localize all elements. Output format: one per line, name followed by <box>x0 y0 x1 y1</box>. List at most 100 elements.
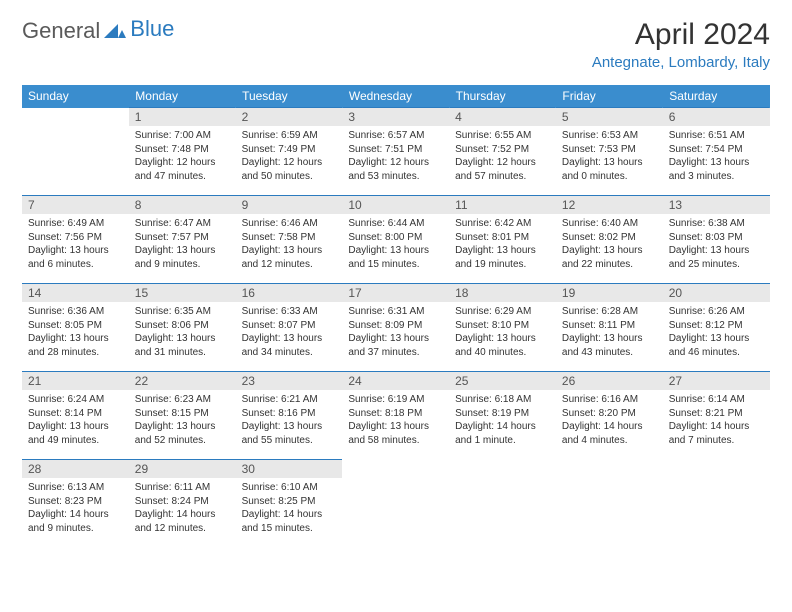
calendar-cell: 29Sunrise: 6:11 AMSunset: 8:24 PMDayligh… <box>129 460 236 548</box>
day-content: Sunrise: 6:36 AMSunset: 8:05 PMDaylight:… <box>22 302 129 365</box>
calendar-cell: 9Sunrise: 6:46 AMSunset: 7:58 PMDaylight… <box>236 196 343 284</box>
day-content: Sunrise: 6:16 AMSunset: 8:20 PMDaylight:… <box>556 390 663 453</box>
day-number: 4 <box>449 108 556 126</box>
calendar-table: Sunday Monday Tuesday Wednesday Thursday… <box>22 85 770 548</box>
day-number: 22 <box>129 372 236 390</box>
calendar-cell <box>663 460 770 548</box>
calendar-cell: 5Sunrise: 6:53 AMSunset: 7:53 PMDaylight… <box>556 108 663 196</box>
calendar-row: 21Sunrise: 6:24 AMSunset: 8:14 PMDayligh… <box>22 372 770 460</box>
day-number: 13 <box>663 196 770 214</box>
day-number: 26 <box>556 372 663 390</box>
day-number: 3 <box>342 108 449 126</box>
calendar-cell <box>449 460 556 548</box>
day-number: 28 <box>22 460 129 478</box>
day-content: Sunrise: 6:38 AMSunset: 8:03 PMDaylight:… <box>663 214 770 277</box>
day-number: 1 <box>129 108 236 126</box>
day-number: 2 <box>236 108 343 126</box>
day-number: 6 <box>663 108 770 126</box>
day-number: 30 <box>236 460 343 478</box>
calendar-cell: 2Sunrise: 6:59 AMSunset: 7:49 PMDaylight… <box>236 108 343 196</box>
logo-icon <box>104 18 126 44</box>
page-title: April 2024 <box>592 18 770 52</box>
calendar-cell: 19Sunrise: 6:28 AMSunset: 8:11 PMDayligh… <box>556 284 663 372</box>
calendar-row: 28Sunrise: 6:13 AMSunset: 8:23 PMDayligh… <box>22 460 770 548</box>
weekday-tuesday: Tuesday <box>236 85 343 108</box>
calendar-cell: 11Sunrise: 6:42 AMSunset: 8:01 PMDayligh… <box>449 196 556 284</box>
calendar-cell: 21Sunrise: 6:24 AMSunset: 8:14 PMDayligh… <box>22 372 129 460</box>
day-content: Sunrise: 6:24 AMSunset: 8:14 PMDaylight:… <box>22 390 129 453</box>
calendar-cell: 6Sunrise: 6:51 AMSunset: 7:54 PMDaylight… <box>663 108 770 196</box>
calendar-cell: 20Sunrise: 6:26 AMSunset: 8:12 PMDayligh… <box>663 284 770 372</box>
day-number: 23 <box>236 372 343 390</box>
calendar-cell: 18Sunrise: 6:29 AMSunset: 8:10 PMDayligh… <box>449 284 556 372</box>
day-number: 29 <box>129 460 236 478</box>
day-content: Sunrise: 6:49 AMSunset: 7:56 PMDaylight:… <box>22 214 129 277</box>
day-content: Sunrise: 6:42 AMSunset: 8:01 PMDaylight:… <box>449 214 556 277</box>
calendar-cell <box>556 460 663 548</box>
day-number: 19 <box>556 284 663 302</box>
day-content: Sunrise: 7:00 AMSunset: 7:48 PMDaylight:… <box>129 126 236 189</box>
day-number: 20 <box>663 284 770 302</box>
day-content: Sunrise: 6:51 AMSunset: 7:54 PMDaylight:… <box>663 126 770 189</box>
day-content: Sunrise: 6:53 AMSunset: 7:53 PMDaylight:… <box>556 126 663 189</box>
calendar-row: 7Sunrise: 6:49 AMSunset: 7:56 PMDaylight… <box>22 196 770 284</box>
location: Antegnate, Lombardy, Italy <box>592 54 770 71</box>
day-content: Sunrise: 6:11 AMSunset: 8:24 PMDaylight:… <box>129 478 236 541</box>
day-content: Sunrise: 6:47 AMSunset: 7:57 PMDaylight:… <box>129 214 236 277</box>
day-number: 15 <box>129 284 236 302</box>
calendar-cell: 8Sunrise: 6:47 AMSunset: 7:57 PMDaylight… <box>129 196 236 284</box>
weekday-thursday: Thursday <box>449 85 556 108</box>
day-number: 16 <box>236 284 343 302</box>
calendar-cell: 15Sunrise: 6:35 AMSunset: 8:06 PMDayligh… <box>129 284 236 372</box>
logo-text-1: General <box>22 18 100 44</box>
calendar-cell: 27Sunrise: 6:14 AMSunset: 8:21 PMDayligh… <box>663 372 770 460</box>
day-content: Sunrise: 6:57 AMSunset: 7:51 PMDaylight:… <box>342 126 449 189</box>
day-number: 14 <box>22 284 129 302</box>
day-number: 5 <box>556 108 663 126</box>
weekday-wednesday: Wednesday <box>342 85 449 108</box>
day-content: Sunrise: 6:35 AMSunset: 8:06 PMDaylight:… <box>129 302 236 365</box>
day-content: Sunrise: 6:59 AMSunset: 7:49 PMDaylight:… <box>236 126 343 189</box>
calendar-cell <box>342 460 449 548</box>
calendar-cell: 24Sunrise: 6:19 AMSunset: 8:18 PMDayligh… <box>342 372 449 460</box>
day-content: Sunrise: 6:21 AMSunset: 8:16 PMDaylight:… <box>236 390 343 453</box>
day-content: Sunrise: 6:28 AMSunset: 8:11 PMDaylight:… <box>556 302 663 365</box>
day-content: Sunrise: 6:33 AMSunset: 8:07 PMDaylight:… <box>236 302 343 365</box>
calendar-row: 1Sunrise: 7:00 AMSunset: 7:48 PMDaylight… <box>22 108 770 196</box>
day-content: Sunrise: 6:13 AMSunset: 8:23 PMDaylight:… <box>22 478 129 541</box>
day-content: Sunrise: 6:40 AMSunset: 8:02 PMDaylight:… <box>556 214 663 277</box>
weekday-saturday: Saturday <box>663 85 770 108</box>
day-number: 7 <box>22 196 129 214</box>
calendar-cell <box>22 108 129 196</box>
day-number: 10 <box>342 196 449 214</box>
logo: General Blue <box>22 18 174 44</box>
day-number: 27 <box>663 372 770 390</box>
calendar-cell: 26Sunrise: 6:16 AMSunset: 8:20 PMDayligh… <box>556 372 663 460</box>
weekday-friday: Friday <box>556 85 663 108</box>
weekday-sunday: Sunday <box>22 85 129 108</box>
calendar-cell: 12Sunrise: 6:40 AMSunset: 8:02 PMDayligh… <box>556 196 663 284</box>
calendar-cell: 10Sunrise: 6:44 AMSunset: 8:00 PMDayligh… <box>342 196 449 284</box>
day-content: Sunrise: 6:26 AMSunset: 8:12 PMDaylight:… <box>663 302 770 365</box>
calendar-cell: 13Sunrise: 6:38 AMSunset: 8:03 PMDayligh… <box>663 196 770 284</box>
calendar-row: 14Sunrise: 6:36 AMSunset: 8:05 PMDayligh… <box>22 284 770 372</box>
calendar-cell: 7Sunrise: 6:49 AMSunset: 7:56 PMDaylight… <box>22 196 129 284</box>
weekday-monday: Monday <box>129 85 236 108</box>
title-block: April 2024 Antegnate, Lombardy, Italy <box>592 18 770 71</box>
day-number: 25 <box>449 372 556 390</box>
logo-text-2: Blue <box>130 16 174 42</box>
day-number: 17 <box>342 284 449 302</box>
day-content: Sunrise: 6:18 AMSunset: 8:19 PMDaylight:… <box>449 390 556 453</box>
day-number: 8 <box>129 196 236 214</box>
weekday-header-row: Sunday Monday Tuesday Wednesday Thursday… <box>22 85 770 108</box>
day-content: Sunrise: 6:10 AMSunset: 8:25 PMDaylight:… <box>236 478 343 541</box>
calendar-cell: 1Sunrise: 7:00 AMSunset: 7:48 PMDaylight… <box>129 108 236 196</box>
day-content: Sunrise: 6:29 AMSunset: 8:10 PMDaylight:… <box>449 302 556 365</box>
calendar-cell: 25Sunrise: 6:18 AMSunset: 8:19 PMDayligh… <box>449 372 556 460</box>
day-number: 12 <box>556 196 663 214</box>
header: General Blue April 2024 Antegnate, Lomba… <box>22 18 770 71</box>
day-content: Sunrise: 6:55 AMSunset: 7:52 PMDaylight:… <box>449 126 556 189</box>
calendar-cell: 3Sunrise: 6:57 AMSunset: 7:51 PMDaylight… <box>342 108 449 196</box>
day-content: Sunrise: 6:23 AMSunset: 8:15 PMDaylight:… <box>129 390 236 453</box>
day-number: 11 <box>449 196 556 214</box>
